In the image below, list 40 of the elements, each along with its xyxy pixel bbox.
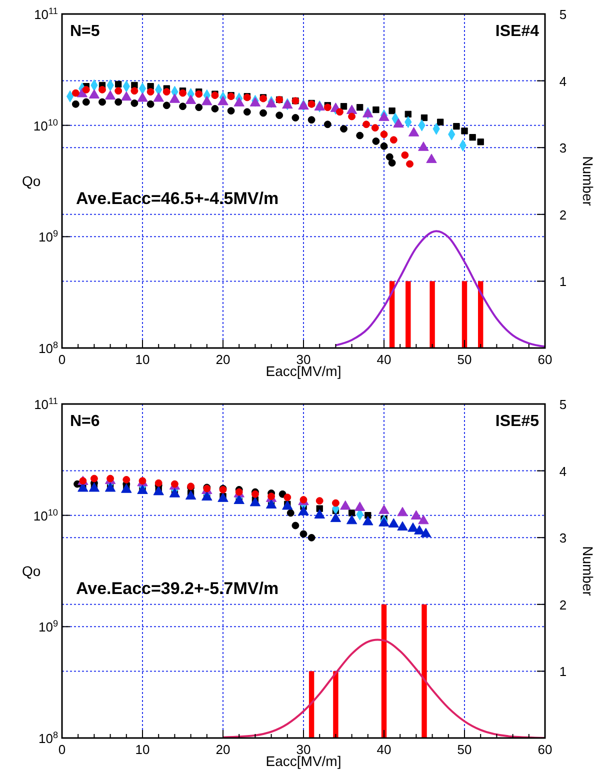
annotation: Ave.Eacc=46.5+-4.5MV/m (76, 189, 279, 208)
y2-tick-label: 5 (559, 397, 567, 412)
x-tick-label: 10 (135, 352, 150, 367)
x-tick-label: 0 (58, 352, 66, 367)
x-tick-label: 60 (538, 742, 552, 757)
y-axis-title: Qo (22, 563, 41, 579)
y-tick-label: 10$^{9}$ (38, 618, 58, 635)
annotation: N=6 (70, 413, 100, 430)
y-tick-label: 10$^{10}$ (33, 117, 58, 134)
x-tick-label: 20 (216, 352, 230, 367)
x-tick-label: 60 (538, 352, 552, 367)
y2-tick-label: 1 (559, 274, 567, 290)
y2-tick-label: 2 (559, 597, 567, 612)
y2-tick-label: 4 (559, 464, 567, 479)
y2-tick-label: 3 (559, 530, 567, 546)
annotation: ISE#4 (495, 23, 540, 40)
y2-tick-label: 2 (559, 207, 567, 222)
x-tick-label: 40 (376, 742, 392, 757)
x-tick-label: 50 (457, 742, 472, 757)
x-tick-label: 20 (216, 742, 230, 757)
annotation: N=5 (70, 23, 100, 40)
y-tick-label: 10$^{11}$ (34, 6, 58, 22)
y-axis-title: Qo (22, 173, 41, 189)
annotation: ISE#5 (495, 413, 540, 430)
y2-tick-label: 4 (559, 74, 567, 89)
y2-axis-title: Number (580, 546, 594, 596)
y-tick-label: 10$^{9}$ (38, 228, 58, 245)
y2-tick-label: 5 (559, 7, 567, 22)
x-tick-label: 10 (135, 742, 150, 757)
x-tick-label: 40 (376, 352, 392, 367)
y-tick-label: 10$^{8}$ (38, 730, 58, 746)
x-tick-label: 50 (457, 352, 472, 367)
x-tick-label: 0 (58, 742, 66, 757)
y2-tick-label: 1 (559, 664, 567, 680)
y-tick-label: 10$^{11}$ (34, 396, 58, 412)
y2-axis-title: Number (580, 156, 594, 206)
y-tick-label: 10$^{10}$ (33, 507, 58, 524)
y-tick-label: 10$^{8}$ (38, 340, 58, 356)
y2-tick-label: 3 (559, 140, 567, 156)
annotation: Ave.Eacc=39.2+-5.7MV/m (76, 579, 279, 598)
